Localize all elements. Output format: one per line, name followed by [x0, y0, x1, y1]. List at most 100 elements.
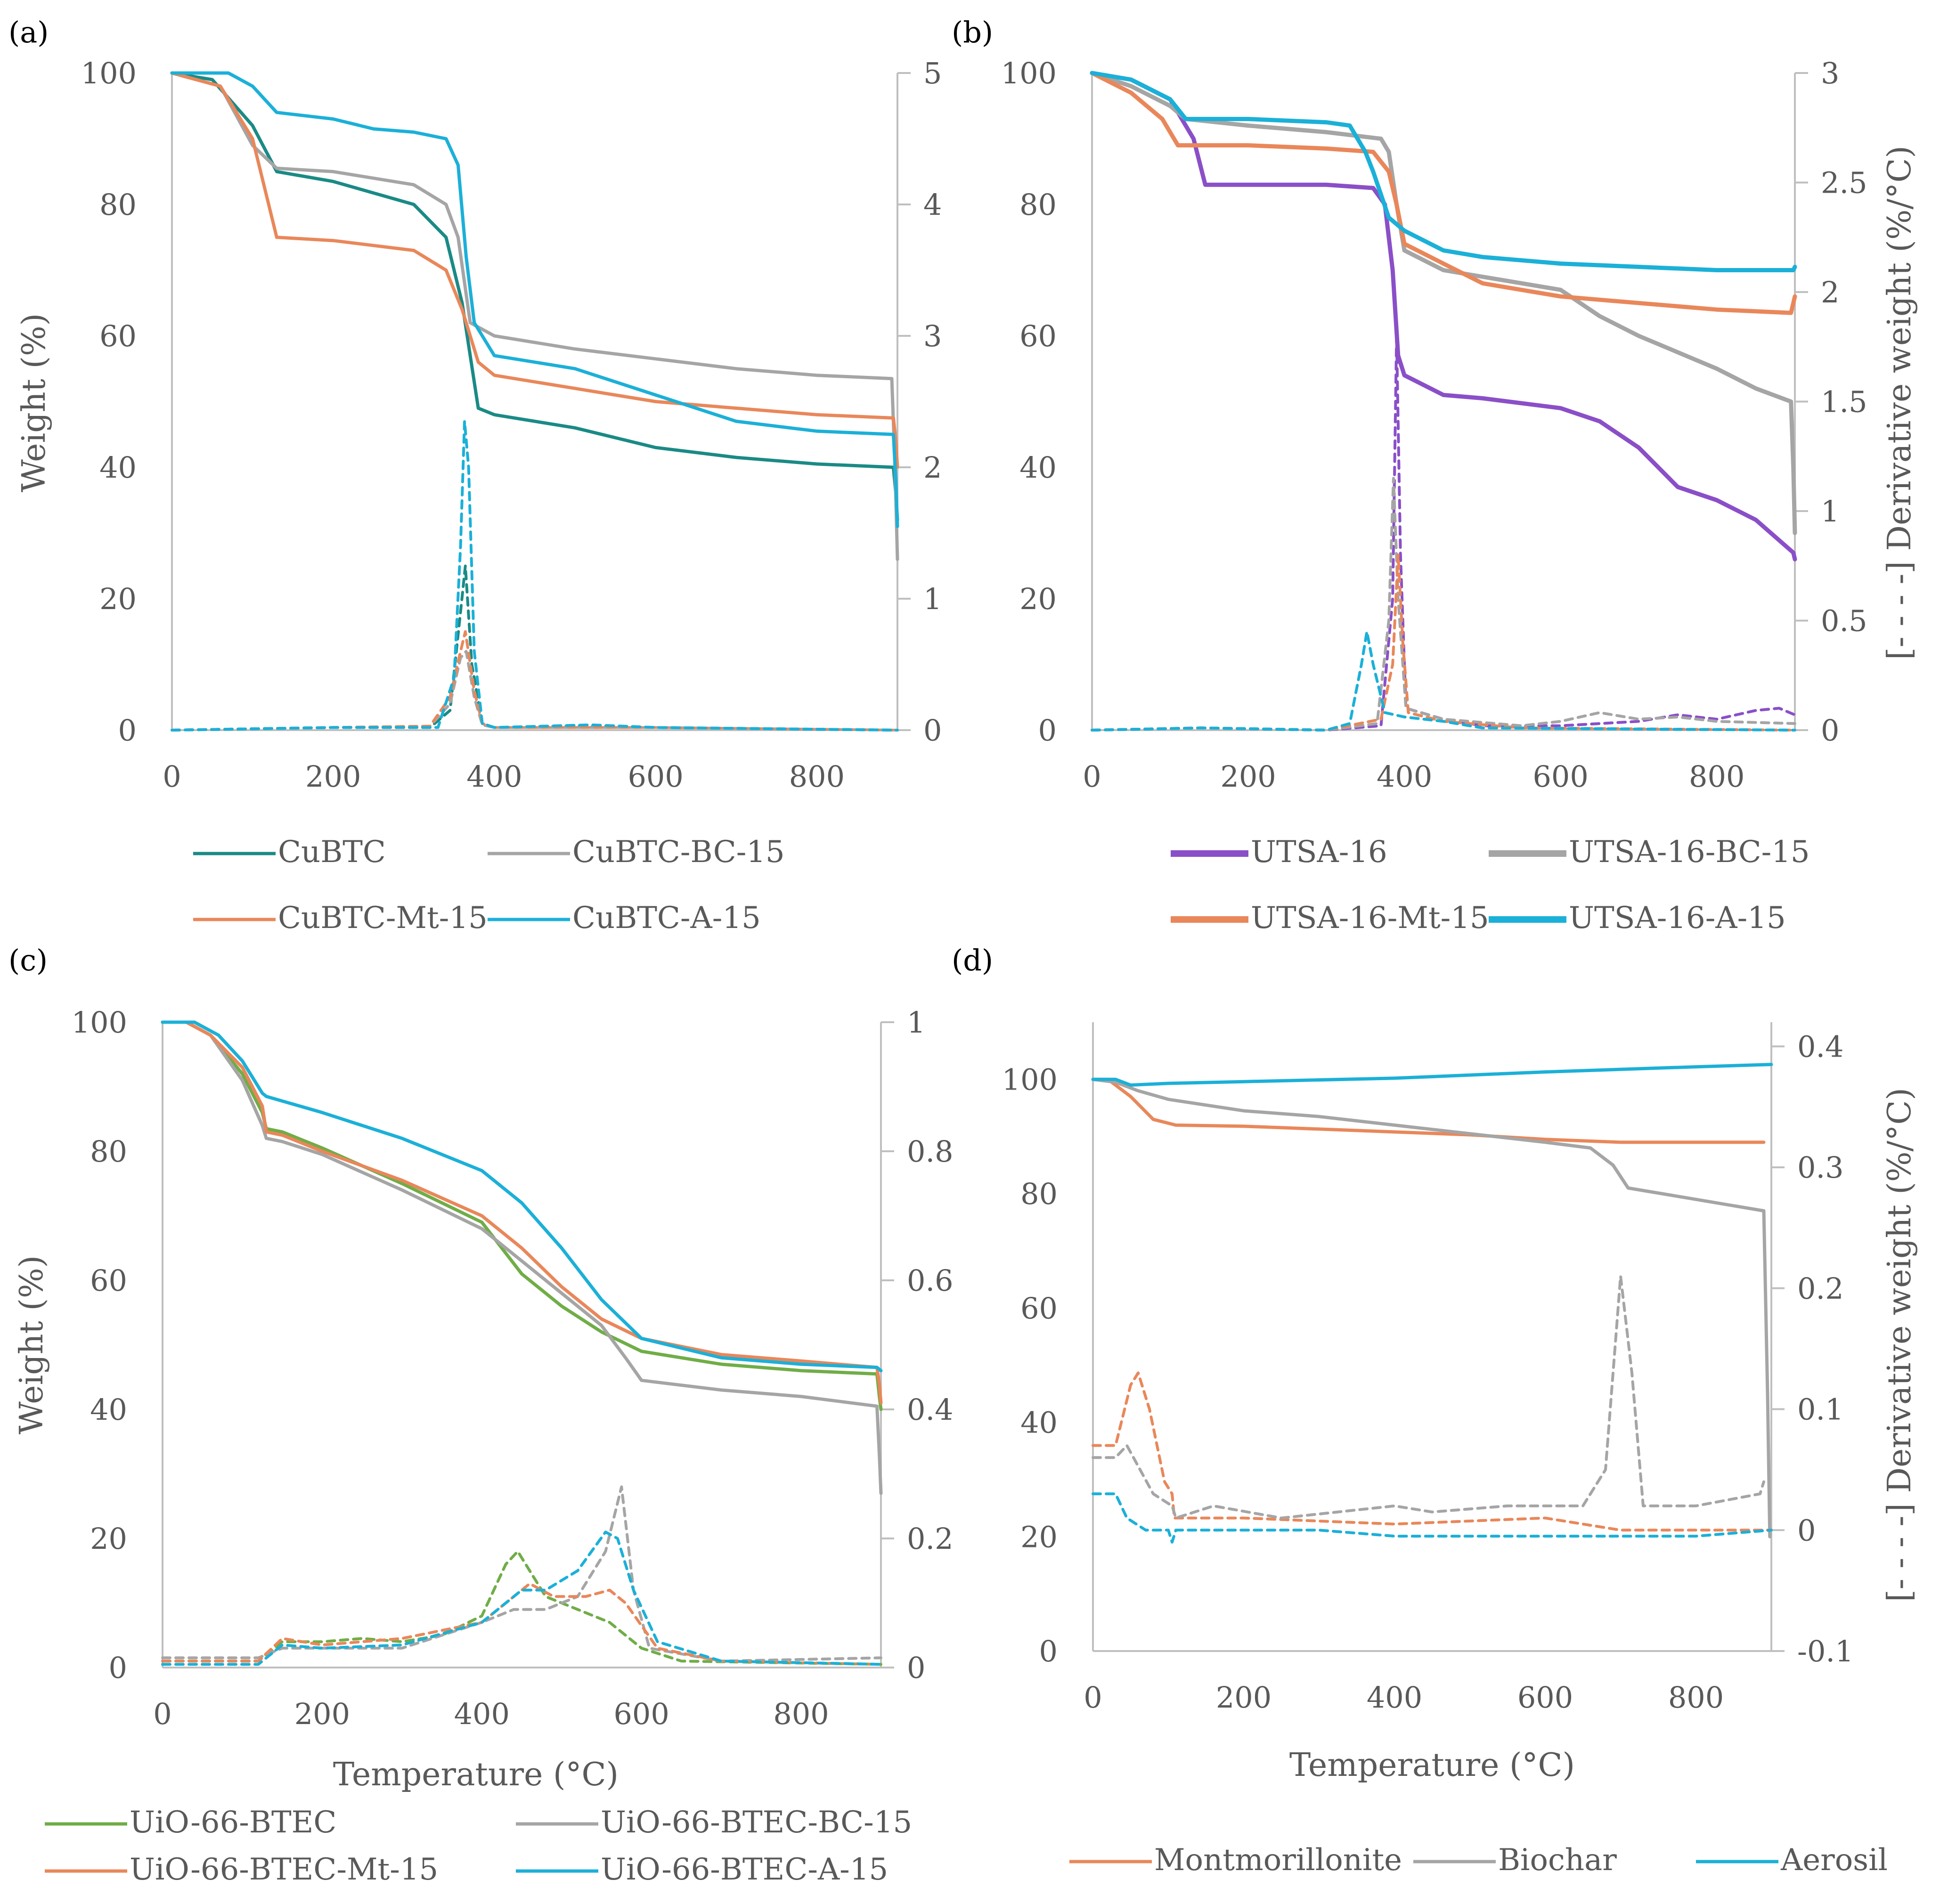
panel-label: (a)	[8, 15, 49, 49]
x-tick-label: 600	[1532, 759, 1588, 794]
y-tick-label: 100	[72, 1005, 127, 1040]
y-axis-title: Weight (%)	[13, 1255, 50, 1434]
legend-item: UiO-66-BTEC-BC-15	[516, 1805, 912, 1840]
y2-tick-label: 0.4	[1797, 1029, 1844, 1064]
y2-tick-label: 0.8	[907, 1134, 954, 1169]
y2-tick-label: 0.6	[907, 1263, 954, 1298]
x-tick-label: 600	[1517, 1680, 1573, 1715]
panel-3: (c) 0 200 400 600 800 0 20 40 60 80 100 0 0.2 0.4 0.6 0.…	[8, 943, 954, 1887]
y-tick-label: 60	[90, 1263, 127, 1298]
derivative-line-uio-66-btec-a-15-derivative	[161, 1530, 882, 1666]
derivative-line-montmorillonite-derivative	[1092, 1371, 1773, 1532]
legend-item: UTSA-16-A-15	[1489, 901, 1786, 936]
series-line-cubtc-mt-15	[170, 71, 899, 469]
series-line-uio-66-btec	[161, 1020, 883, 1411]
derivative-line-uio-66-btec-mt-15-derivative	[161, 1582, 882, 1666]
y2-tick-label: 5	[923, 56, 942, 90]
y-tick-label: 80	[90, 1134, 127, 1169]
panel-label: (d)	[952, 943, 993, 977]
series-line-utsa-16-mt-15	[1090, 71, 1797, 315]
y2-tick-label: 3	[923, 319, 942, 353]
derivative-line-cubtc-bc-15-derivative	[171, 650, 899, 732]
derivative-line-uio-66-btec-derivative	[161, 1550, 882, 1666]
legend-item: CuBTC	[193, 835, 386, 870]
legend-label: CuBTC-A-15	[572, 901, 761, 936]
x-tick-label: 0	[1083, 759, 1101, 794]
legend-label: UTSA-16-BC-15	[1569, 835, 1810, 870]
series-line-uio-66-btec-mt-15	[161, 1020, 883, 1405]
y2-tick-label: -0.1	[1797, 1634, 1854, 1668]
y2-axis-title: [- - - -] Derivative weight (%/°C)	[1881, 146, 1918, 660]
derivative-line-utsa-16-derivative	[1091, 334, 1796, 732]
legend-item: CuBTC-Mt-15	[193, 901, 488, 936]
y2-tick-label: 1.5	[1821, 385, 1867, 419]
legend-item: UiO-66-BTEC-Mt-15	[45, 1852, 438, 1887]
derivative-line-utsa-16-mt-15-derivative	[1091, 553, 1796, 732]
derivative-line-utsa-16-a-15-derivative	[1091, 630, 1796, 732]
series-line-utsa-16-bc-15	[1090, 71, 1797, 535]
panel-label: (c)	[8, 943, 48, 977]
legend-label: UiO-66-BTEC-A-15	[601, 1852, 888, 1887]
y2-tick-label: 0	[923, 713, 942, 748]
series-line-cubtc-bc-15	[170, 71, 899, 561]
y-tick-label: 60	[1020, 1291, 1058, 1326]
x-tick-label: 400	[466, 759, 522, 794]
y2-tick-label: 1	[1821, 494, 1839, 529]
panel-1: (a) 0 200 400 600 800 0 20 40 60 80 100 0 1 2 3 4 5 Weight…	[8, 15, 942, 936]
legend-item: CuBTC-A-15	[488, 901, 761, 936]
legend-label: Montmorillonite	[1154, 1843, 1402, 1878]
x-tick-label: 400	[1377, 759, 1432, 794]
y2-tick-label: 0.3	[1797, 1150, 1844, 1185]
x-tick-label: 400	[1367, 1680, 1422, 1715]
y2-tick-label: 0.2	[907, 1522, 954, 1556]
y-tick-label: 60	[99, 319, 137, 353]
y-tick-label: 20	[99, 582, 137, 616]
y-tick-label: 20	[90, 1522, 127, 1556]
legend-label: CuBTC-Mt-15	[278, 901, 488, 936]
series-line-uio-66-btec-a-15	[161, 1020, 883, 1373]
x-axis-title: Temperature (°C)	[1289, 1747, 1575, 1784]
x-tick-label: 800	[773, 1697, 829, 1731]
legend-label: CuBTC	[278, 835, 386, 870]
y2-tick-label: 0	[907, 1651, 925, 1685]
y2-tick-label: 2	[1821, 275, 1839, 309]
derivative-line-cubtc-a-15-derivative	[171, 420, 899, 732]
y2-tick-label: 0	[1797, 1513, 1816, 1547]
y-tick-label: 40	[1019, 450, 1057, 485]
legend-item: UTSA-16	[1171, 835, 1387, 870]
legend-item: Biochar	[1413, 1843, 1617, 1878]
chart-panels: (a)0 200 400 600 800020406080100012345Weight…	[8, 15, 1918, 1887]
legend-item: Montmorillonite	[1069, 1843, 1402, 1878]
x-tick-label: 800	[1689, 759, 1744, 794]
derivative-line-biochar-derivative	[1092, 1275, 1765, 1520]
y-tick-label: 0	[1039, 1634, 1058, 1668]
derivative-line-cubtc-derivative	[171, 564, 899, 732]
y-tick-label: 80	[1019, 187, 1057, 222]
y-tick-label: 80	[1020, 1177, 1058, 1211]
y-tick-label: 80	[99, 187, 137, 222]
y2-tick-label: 2	[923, 450, 942, 485]
y2-tick-label: 0.2	[1797, 1271, 1844, 1306]
series-line-montmorillonite	[1091, 1077, 1766, 1144]
x-tick-label: 200	[1220, 759, 1276, 794]
y2-tick-label: 0.1	[1797, 1392, 1844, 1427]
y-tick-label: 100	[1002, 1062, 1058, 1097]
y-tick-label: 0	[109, 1651, 127, 1685]
x-tick-label: 200	[294, 1697, 350, 1731]
series-line-utsa-16-a-15	[1090, 71, 1797, 272]
legend-label: Aerosil	[1780, 1843, 1888, 1878]
derivative-line-utsa-16-bc-15-derivative	[1091, 477, 1796, 732]
y-tick-label: 40	[90, 1392, 127, 1427]
legend-label: CuBTC-BC-15	[572, 835, 785, 870]
derivative-line-uio-66-btec-bc-15-derivative	[161, 1485, 882, 1663]
y2-tick-label: 4	[923, 187, 942, 222]
y-tick-label: 0	[1038, 713, 1057, 748]
x-tick-label: 0	[153, 1697, 171, 1731]
y-tick-label: 40	[1020, 1406, 1058, 1440]
y2-axis-title: [- - - -] Derivative weight (%/°C)	[1881, 1088, 1918, 1602]
legend-label: UiO-66-BTEC	[130, 1805, 336, 1840]
legend-label: UiO-66-BTEC-BC-15	[601, 1805, 912, 1840]
x-tick-label: 600	[613, 1697, 669, 1731]
series-line-uio-66-btec-bc-15	[161, 1020, 883, 1495]
